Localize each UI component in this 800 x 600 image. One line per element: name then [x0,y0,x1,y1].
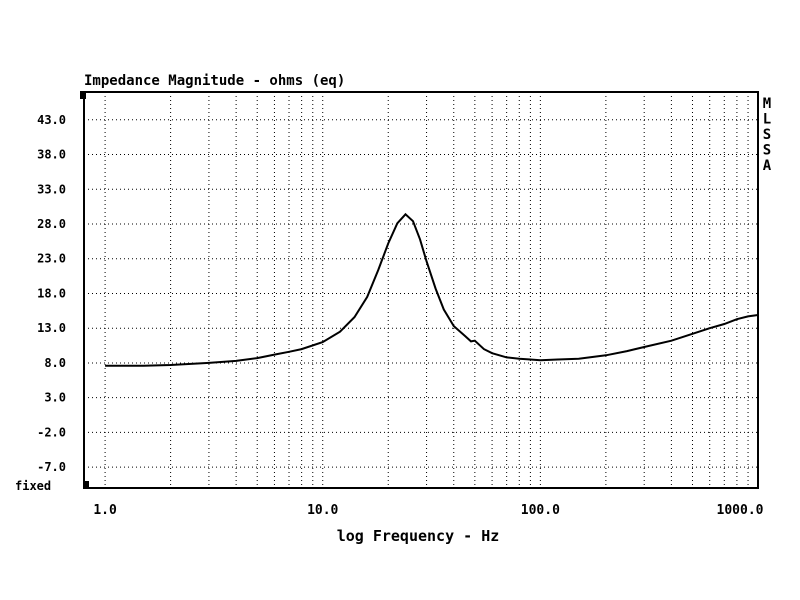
y-tick-labels: 43.0 38.0 33.0 28.0 23.0 18.0 13.0 8.0 3.0 -2.0 -7… [37,113,66,474]
y-tick-label: 13.0 [37,321,66,335]
bottom-left-marker [83,481,89,488]
grid [84,92,759,488]
y-tick-label: 23.0 [37,252,66,266]
side-label-letter: L [763,112,771,128]
y-tick-label: 38.0 [37,148,66,162]
plot-frame [83,91,759,489]
side-label-letter: S [763,143,771,159]
fixed-label: fixed [15,479,51,493]
y-tick-label: 28.0 [37,217,66,231]
x-tick-label: 1000.0 [717,503,764,518]
x-tick-label: 100.0 [521,503,560,518]
y-tick-label: 8.0 [44,356,66,370]
x-tick-label: 1.0 [93,503,117,518]
y-tick-label: -7.0 [37,460,66,474]
chart-title: Impedance Magnitude - ohms (eq) [84,73,345,89]
x-tick-label: 10.0 [307,503,338,518]
x-tick-labels: 1.0 10.0 100.0 1000.0 [93,503,763,518]
side-label-letter: S [763,127,771,143]
side-label-letter: M [763,96,771,112]
y-tick-label: 33.0 [37,182,66,196]
y-tick-label: 43.0 [37,113,66,127]
top-left-marker [80,91,86,99]
impedance-curve [105,212,759,367]
y-tick-label: -2.0 [37,425,66,439]
y-tick-label: 18.0 [37,286,66,300]
y-tick-label: 3.0 [44,391,66,405]
x-axis-label: log Frequency - Hz [337,527,500,545]
side-label-letter: A [763,158,772,174]
